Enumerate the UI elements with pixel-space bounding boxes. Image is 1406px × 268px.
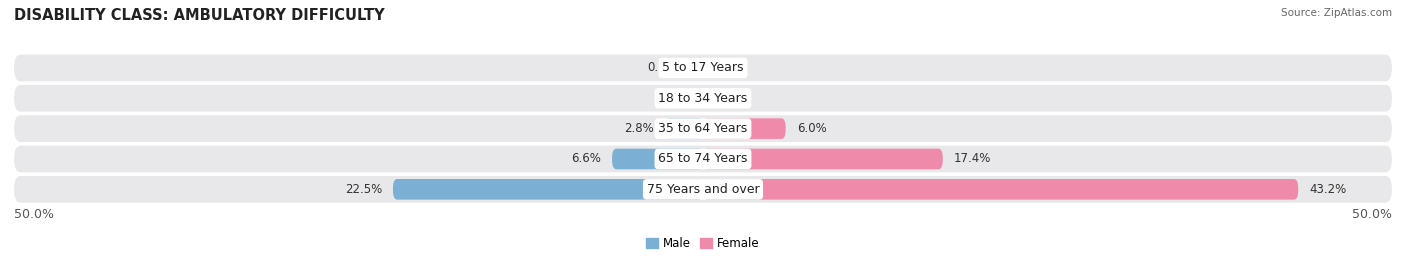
FancyBboxPatch shape (703, 179, 1298, 200)
Text: 65 to 74 Years: 65 to 74 Years (658, 152, 748, 165)
Text: 75 Years and over: 75 Years and over (647, 183, 759, 196)
Text: 2.8%: 2.8% (624, 122, 654, 135)
FancyBboxPatch shape (14, 55, 1392, 81)
Text: 0.0%: 0.0% (714, 92, 744, 105)
Text: 18 to 34 Years: 18 to 34 Years (658, 92, 748, 105)
Text: 5 to 17 Years: 5 to 17 Years (662, 61, 744, 75)
Text: 50.0%: 50.0% (14, 208, 53, 221)
Text: 17.4%: 17.4% (953, 152, 991, 165)
Text: DISABILITY CLASS: AMBULATORY DIFFICULTY: DISABILITY CLASS: AMBULATORY DIFFICULTY (14, 8, 385, 23)
FancyBboxPatch shape (612, 149, 703, 169)
Legend: Male, Female: Male, Female (641, 232, 765, 255)
FancyBboxPatch shape (392, 179, 703, 200)
Text: 43.2%: 43.2% (1309, 183, 1347, 196)
FancyBboxPatch shape (696, 58, 703, 78)
FancyBboxPatch shape (665, 118, 703, 139)
Text: 6.6%: 6.6% (571, 152, 600, 165)
Text: 0.0%: 0.0% (662, 92, 692, 105)
Text: 50.0%: 50.0% (1353, 208, 1392, 221)
Text: 0.0%: 0.0% (714, 61, 744, 75)
Text: 22.5%: 22.5% (344, 183, 382, 196)
Text: 0.56%: 0.56% (647, 61, 685, 75)
FancyBboxPatch shape (703, 149, 943, 169)
FancyBboxPatch shape (14, 176, 1392, 203)
FancyBboxPatch shape (14, 146, 1392, 172)
Text: 35 to 64 Years: 35 to 64 Years (658, 122, 748, 135)
FancyBboxPatch shape (703, 118, 786, 139)
FancyBboxPatch shape (14, 85, 1392, 112)
Text: Source: ZipAtlas.com: Source: ZipAtlas.com (1281, 8, 1392, 18)
Text: 6.0%: 6.0% (797, 122, 827, 135)
FancyBboxPatch shape (14, 115, 1392, 142)
